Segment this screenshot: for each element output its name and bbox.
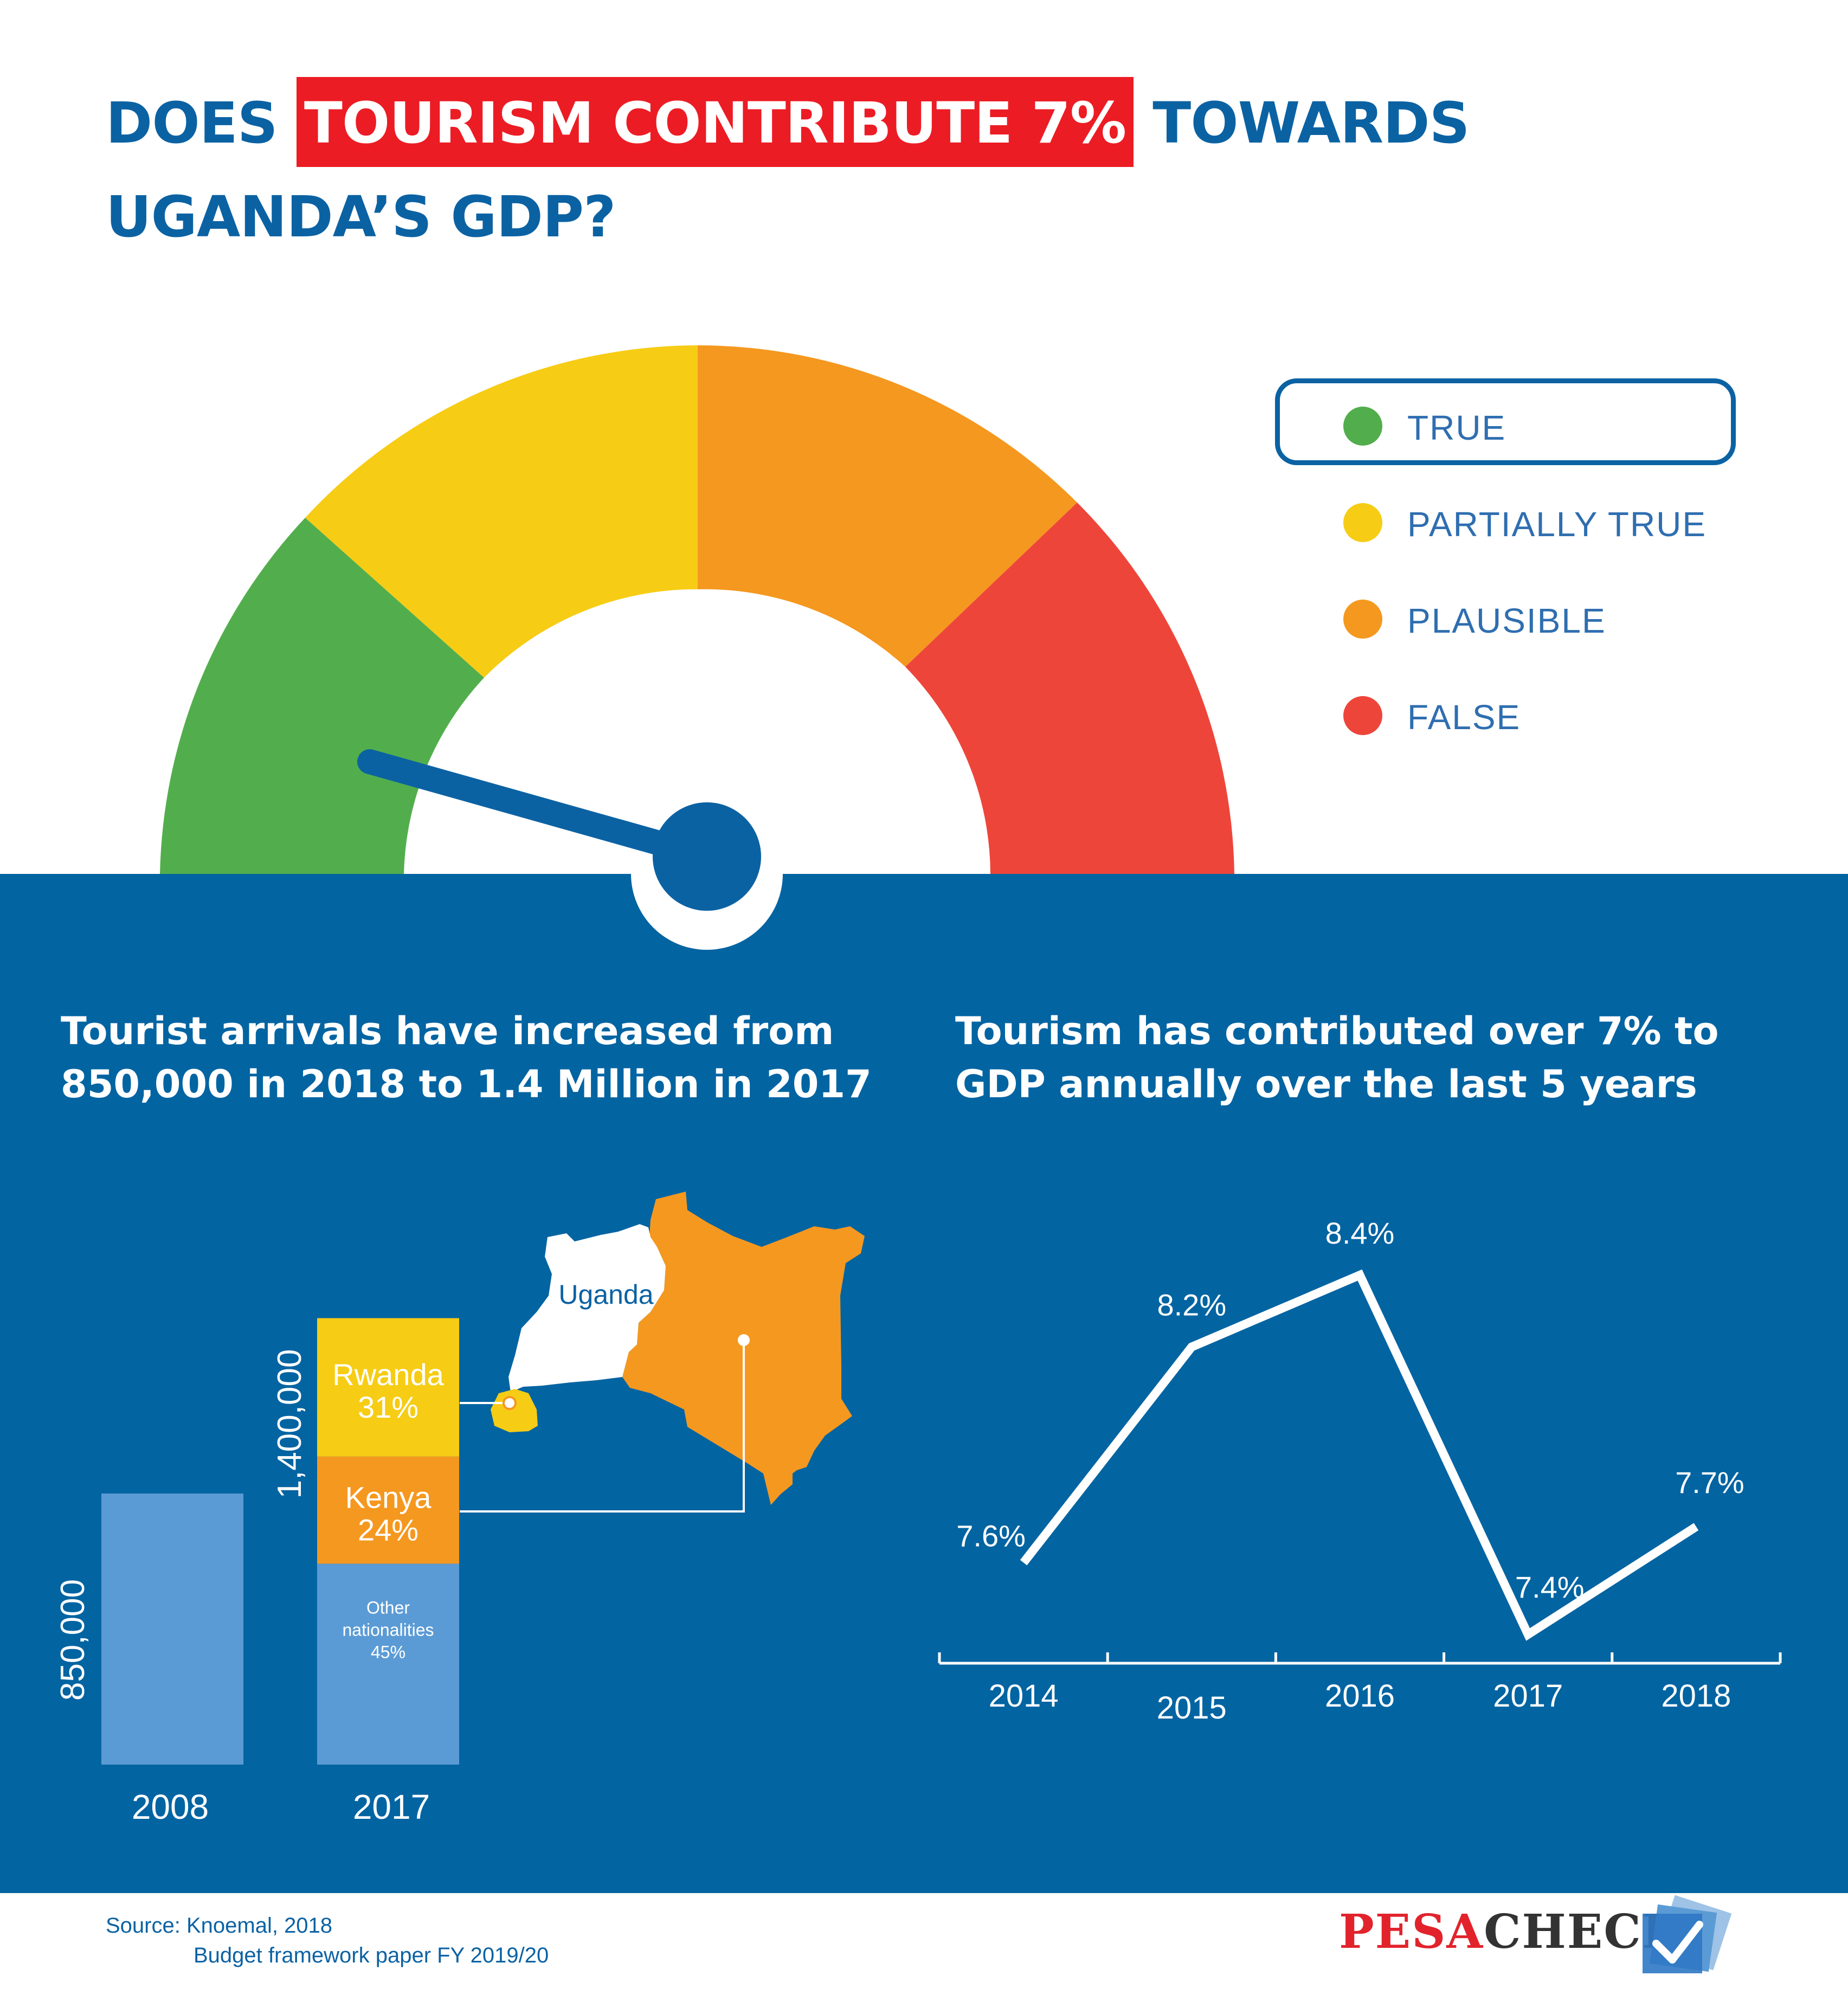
legend-dot-false	[1343, 696, 1382, 735]
legend-label-true: TRUE	[1407, 408, 1506, 447]
uganda-map-shape	[508, 1224, 666, 1392]
segment-percent-other-nationalities: 45%	[371, 1642, 405, 1662]
legend-dot-plausible	[1343, 600, 1382, 639]
title-part1: DOES	[106, 90, 278, 156]
x-tick-label-2014: 2014	[989, 1678, 1059, 1714]
legend-label-plausible: PLAUSIBLE	[1407, 601, 1606, 640]
rwanda-connector-dot	[503, 1396, 517, 1410]
title-part2: TOWARDS	[1152, 90, 1470, 156]
bar-2017-segment-kenya	[317, 1456, 459, 1564]
gauge-segment-plausible	[698, 345, 1077, 667]
page-title-line-1: DOES TOURISM CONTRIBUTE 7% TOWARDS	[106, 77, 1470, 167]
gdp-heading-line2: GDP annually over the last 5 years	[955, 1062, 1697, 1106]
data-label-2016: 8.4%	[1325, 1216, 1395, 1250]
segment-percent-rwanda: 31%	[358, 1390, 418, 1424]
legend-item-partially-true: PARTIALLY TRUE	[1343, 498, 1723, 552]
x-tick-label-2018: 2018	[1661, 1678, 1731, 1714]
bar-category-2017: 2017	[353, 1787, 430, 1826]
source-line-2: Budget framework paper FY 2019/20	[194, 1943, 549, 1967]
arrivals-heading-line1: Tourist arrivals have increased from	[61, 1009, 834, 1053]
data-label-2015: 8.2%	[1157, 1288, 1226, 1322]
gauge-segment-true	[160, 518, 484, 874]
gauge-segment-false	[905, 503, 1234, 874]
x-tick-label-2016: 2016	[1325, 1678, 1395, 1714]
segment-name-rwanda: Rwanda	[332, 1357, 444, 1392]
legend-item-false: FALSE	[1343, 691, 1723, 745]
legend-dot-partially-true	[1343, 503, 1382, 542]
bar-2008-value-label: 850,000	[54, 1579, 92, 1701]
title-highlight: TOURISM CONTRIBUTE 7%	[296, 77, 1134, 167]
data-label-2014: 7.6%	[956, 1518, 1026, 1553]
segment-label-line1-other-nationalities: Other	[366, 1598, 410, 1617]
gdp-series-line	[1020, 1269, 1699, 1641]
legend-dot-true	[1343, 407, 1382, 446]
needle-hub	[653, 802, 761, 911]
legend-label-partially-true: PARTIALLY TRUE	[1407, 505, 1707, 544]
segment-label-line2-other-nationalities: nationalities	[343, 1620, 434, 1639]
verdict-gauge	[160, 345, 1234, 874]
kenya-connector-dot	[738, 1334, 750, 1346]
gdp-line-chart: 2014 2015 2016 2017 2018 7.6% 8.2% 8.4% 7.4% 7.7%	[938, 1216, 1782, 1726]
arrivals-heading-line2: 850,000 in 2018 to 1.4 Million in 2017	[61, 1062, 872, 1106]
bar-2017-value-label: 1,400,000	[271, 1349, 308, 1499]
page-title-line-2: UGANDA’S GDP?	[106, 184, 616, 250]
x-tick-label-2017: 2017	[1493, 1678, 1563, 1714]
segment-percent-kenya: 24%	[358, 1513, 418, 1547]
segment-name-kenya: Kenya	[345, 1481, 432, 1515]
needle-pointer	[357, 749, 719, 869]
gdp-heading: Tourism has contributed over 7% to GDP a…	[955, 1005, 1719, 1111]
bar-category-2008: 2008	[132, 1787, 209, 1826]
kenya-connector-line	[460, 1340, 745, 1513]
bar-2017-segment-rwanda	[317, 1318, 459, 1457]
arrivals-heading: Tourist arrivals have increased from 850…	[61, 1005, 872, 1111]
uganda-map-label: Uganda	[558, 1279, 653, 1310]
content-panel	[0, 874, 1848, 1893]
data-label-2018: 7.7%	[1675, 1465, 1744, 1500]
legend-item-true: TRUE	[1343, 401, 1723, 455]
bar-2017-segment-other-nationalities	[317, 1563, 459, 1765]
rwanda-map-shape	[491, 1389, 538, 1432]
logo-part1: PESA	[1339, 1904, 1484, 1959]
gauge-needle	[357, 749, 783, 950]
legend-item-plausible: PLAUSIBLE	[1343, 594, 1723, 648]
pesacheck-check-icon	[1643, 1895, 1732, 1973]
legend-selected-frame	[1275, 378, 1736, 465]
bar-2008	[101, 1494, 243, 1765]
source-line-1: Source: Knoemal, 2018	[106, 1914, 333, 1938]
gauge-segment-partially-true	[305, 345, 698, 678]
legend-label-false: FALSE	[1407, 698, 1521, 737]
data-label-2017: 7.4%	[1515, 1570, 1585, 1604]
gdp-heading-line1: Tourism has contributed over 7% to	[955, 1009, 1719, 1053]
x-tick-label-2015: 2015	[1157, 1690, 1227, 1726]
